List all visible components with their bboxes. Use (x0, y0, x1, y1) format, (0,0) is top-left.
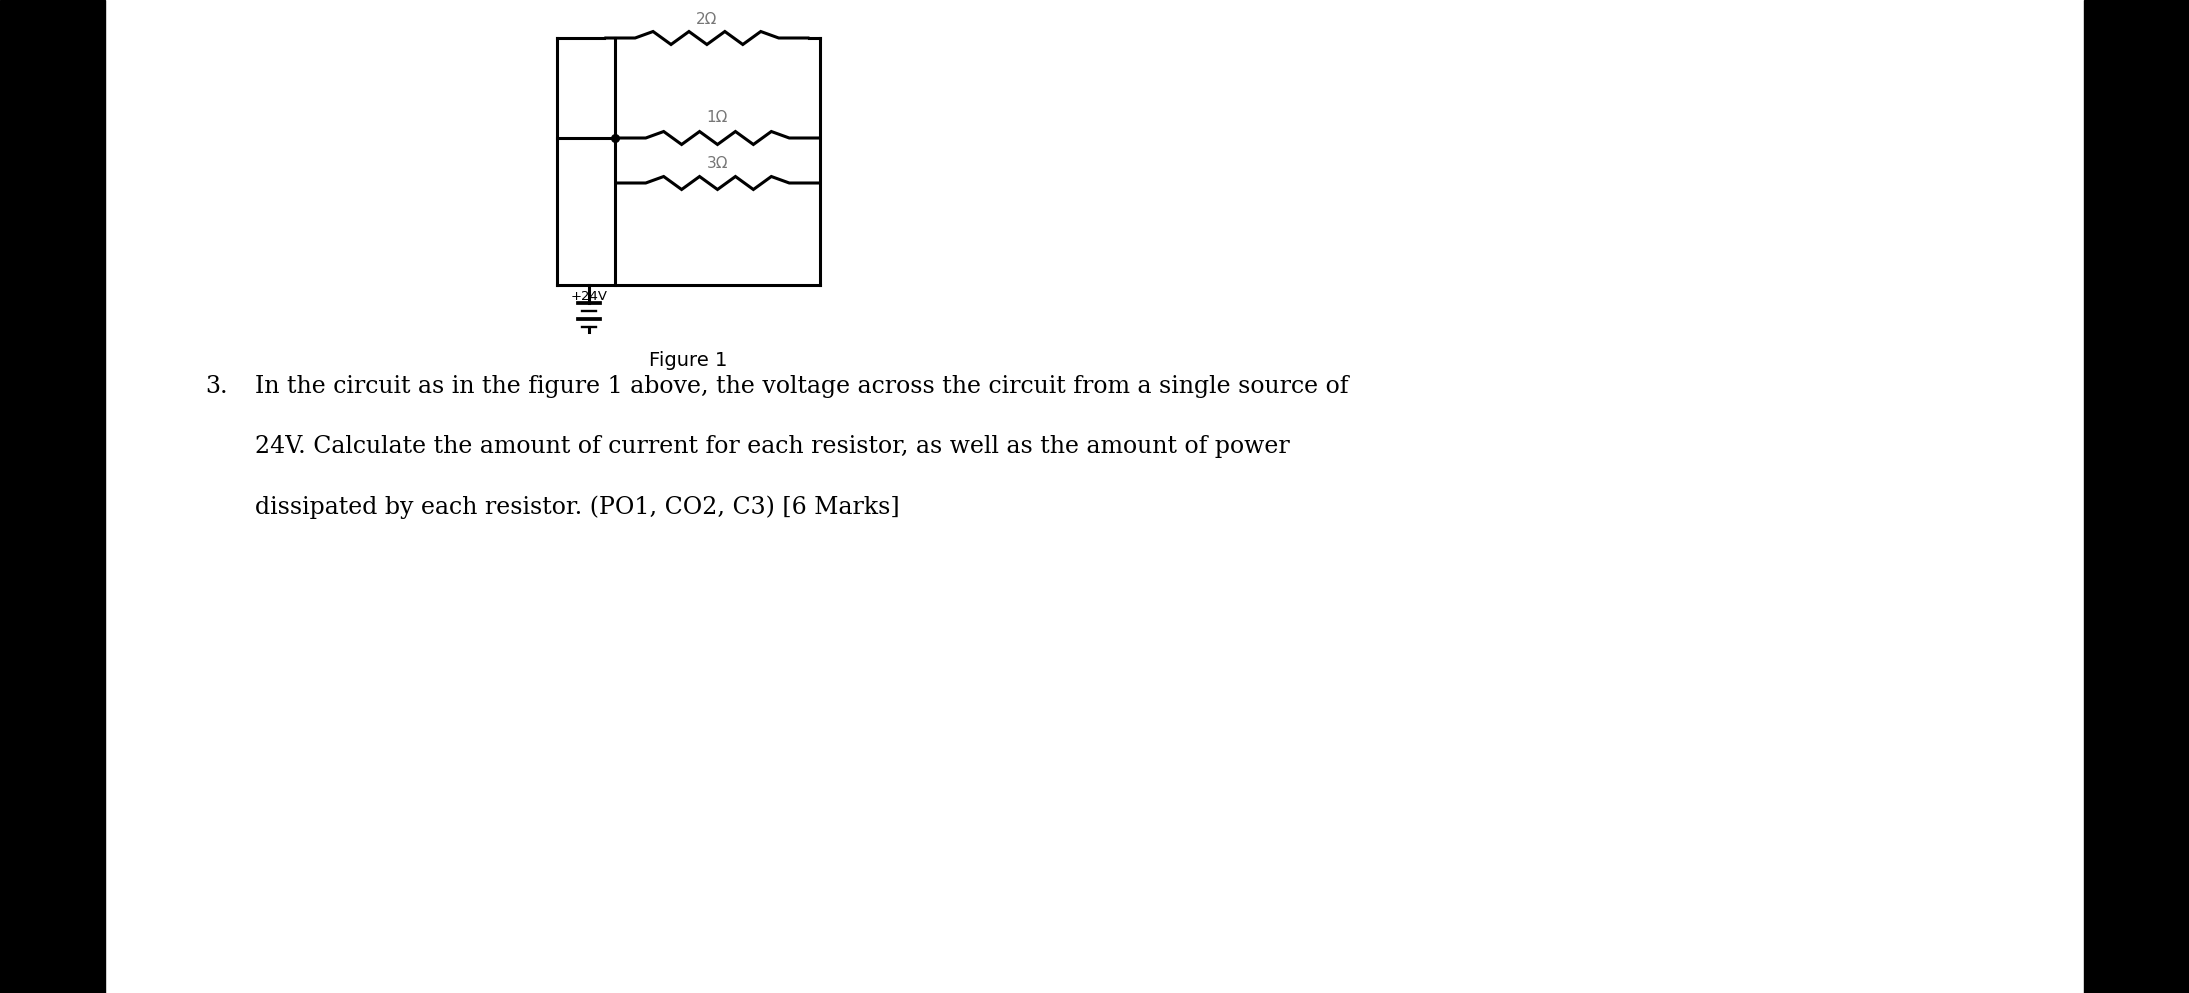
Bar (2084, 0, 2189, 993)
Text: 24V. Calculate the amount of current for each resistor, as well as the amount of: 24V. Calculate the amount of current for… (254, 435, 1289, 458)
Text: +24V: +24V (571, 290, 609, 303)
Text: dissipated by each resistor. (PO1, CO2, C3) [6 Marks]: dissipated by each resistor. (PO1, CO2, … (254, 495, 900, 518)
Bar (0, 0, 105, 993)
Text: 2Ω: 2Ω (696, 13, 718, 28)
Text: Figure 1: Figure 1 (650, 351, 727, 369)
Text: In the circuit as in the figure 1 above, the voltage across the circuit from a s: In the circuit as in the figure 1 above,… (254, 375, 1348, 398)
Text: 3Ω: 3Ω (707, 156, 729, 171)
Text: 3.: 3. (206, 375, 228, 398)
Text: 1Ω: 1Ω (707, 110, 729, 125)
